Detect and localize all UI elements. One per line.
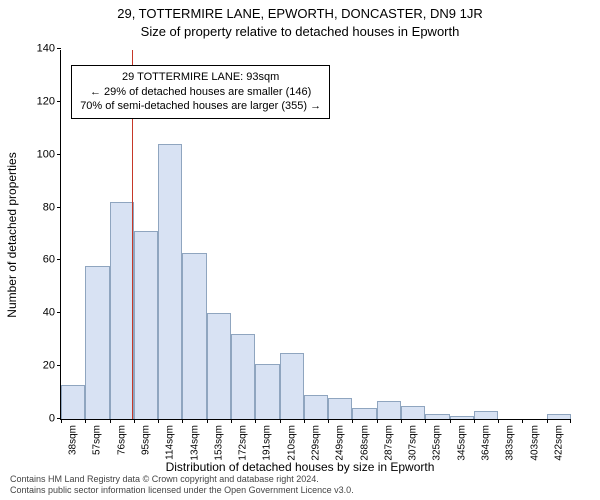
title-line-2: Size of property relative to detached ho…: [0, 24, 600, 39]
ytick-label: 60: [25, 255, 61, 266]
xtick-label: 114sqm: [165, 425, 176, 460]
histogram-bar: [61, 385, 85, 419]
xtick-label: 307sqm: [408, 425, 419, 461]
ytick-label: 40: [25, 308, 61, 319]
annotation-line: ← 29% of detached houses are smaller (14…: [80, 85, 321, 100]
xtick-label: 287sqm: [383, 425, 394, 461]
xtick-label: 153sqm: [213, 425, 224, 461]
xtick-label: 403sqm: [529, 425, 540, 461]
xtick-label: 229sqm: [311, 425, 322, 461]
xtick-mark: [61, 419, 62, 423]
xtick-mark: [474, 419, 475, 423]
xtick-label: 134sqm: [189, 425, 200, 461]
chart-container: 29, TOTTERMIRE LANE, EPWORTH, DONCASTER,…: [0, 0, 600, 500]
xtick-label: 210sqm: [286, 425, 297, 461]
annotation-box: 29 TOTTERMIRE LANE: 93sqm← 29% of detach…: [71, 65, 330, 120]
ytick-label: 100: [25, 149, 61, 160]
xtick-label: 249sqm: [335, 425, 346, 461]
plot-area: 02040608010012014038sqm57sqm76sqm95sqm11…: [60, 50, 570, 420]
histogram-bar: [255, 364, 279, 420]
xtick-mark: [280, 419, 281, 423]
xtick-label: 345sqm: [456, 425, 467, 461]
xtick-mark: [207, 419, 208, 423]
xtick-mark: [401, 419, 402, 423]
ytick-label: 20: [25, 361, 61, 372]
xtick-mark: [352, 419, 353, 423]
xtick-mark: [85, 419, 86, 423]
footer-attribution: Contains HM Land Registry data © Crown c…: [10, 474, 354, 497]
xtick-mark: [450, 419, 451, 423]
histogram-bar: [182, 253, 206, 420]
xtick-mark: [255, 419, 256, 423]
xtick-mark: [547, 419, 548, 423]
xtick-mark: [182, 419, 183, 423]
xtick-label: 76sqm: [116, 425, 127, 455]
xtick-label: 268sqm: [359, 425, 370, 461]
xtick-mark: [231, 419, 232, 423]
annotation-line: 29 TOTTERMIRE LANE: 93sqm: [80, 70, 321, 85]
histogram-bar: [450, 416, 474, 419]
histogram-bar: [547, 414, 571, 419]
ytick-label: 120: [25, 96, 61, 107]
xtick-mark: [425, 419, 426, 423]
xtick-label: 191sqm: [262, 425, 273, 461]
ytick-label: 140: [25, 44, 61, 55]
histogram-bar: [158, 144, 182, 419]
ytick-label: 80: [25, 202, 61, 213]
xtick-label: 325sqm: [432, 425, 443, 461]
xtick-mark: [377, 419, 378, 423]
xtick-mark: [110, 419, 111, 423]
title-line-1: 29, TOTTERMIRE LANE, EPWORTH, DONCASTER,…: [0, 6, 600, 21]
histogram-bar: [304, 395, 328, 419]
ytick-label: 0: [25, 414, 61, 425]
histogram-bar: [110, 202, 134, 419]
xtick-label: 38sqm: [68, 425, 79, 455]
annotation-line: 70% of semi-detached houses are larger (…: [80, 99, 321, 114]
xtick-label: 57sqm: [92, 425, 103, 455]
xtick-label: 364sqm: [481, 425, 492, 461]
xtick-mark: [158, 419, 159, 423]
footer-line-2: Contains public sector information licen…: [10, 485, 354, 496]
histogram-bar: [377, 401, 401, 420]
xtick-mark: [498, 419, 499, 423]
histogram-bar: [474, 411, 498, 419]
xtick-label: 95sqm: [141, 425, 152, 455]
histogram-bar: [328, 398, 352, 419]
histogram-bar: [207, 313, 231, 419]
xtick-mark: [134, 419, 135, 423]
histogram-bar: [280, 353, 304, 419]
histogram-bar: [85, 266, 109, 419]
histogram-bar: [425, 414, 449, 419]
y-axis-label: Number of detached properties: [5, 152, 19, 317]
footer-line-1: Contains HM Land Registry data © Crown c…: [10, 474, 354, 485]
xtick-mark: [522, 419, 523, 423]
histogram-bar: [231, 334, 255, 419]
xtick-label: 383sqm: [505, 425, 516, 461]
histogram-bar: [352, 408, 376, 419]
xtick-label: 172sqm: [238, 425, 249, 461]
xtick-label: 422sqm: [553, 425, 564, 461]
xtick-mark: [328, 419, 329, 423]
histogram-bar: [401, 406, 425, 419]
x-axis-label: Distribution of detached houses by size …: [0, 460, 600, 474]
xtick-mark: [570, 419, 571, 423]
xtick-mark: [304, 419, 305, 423]
histogram-bar: [134, 231, 158, 419]
